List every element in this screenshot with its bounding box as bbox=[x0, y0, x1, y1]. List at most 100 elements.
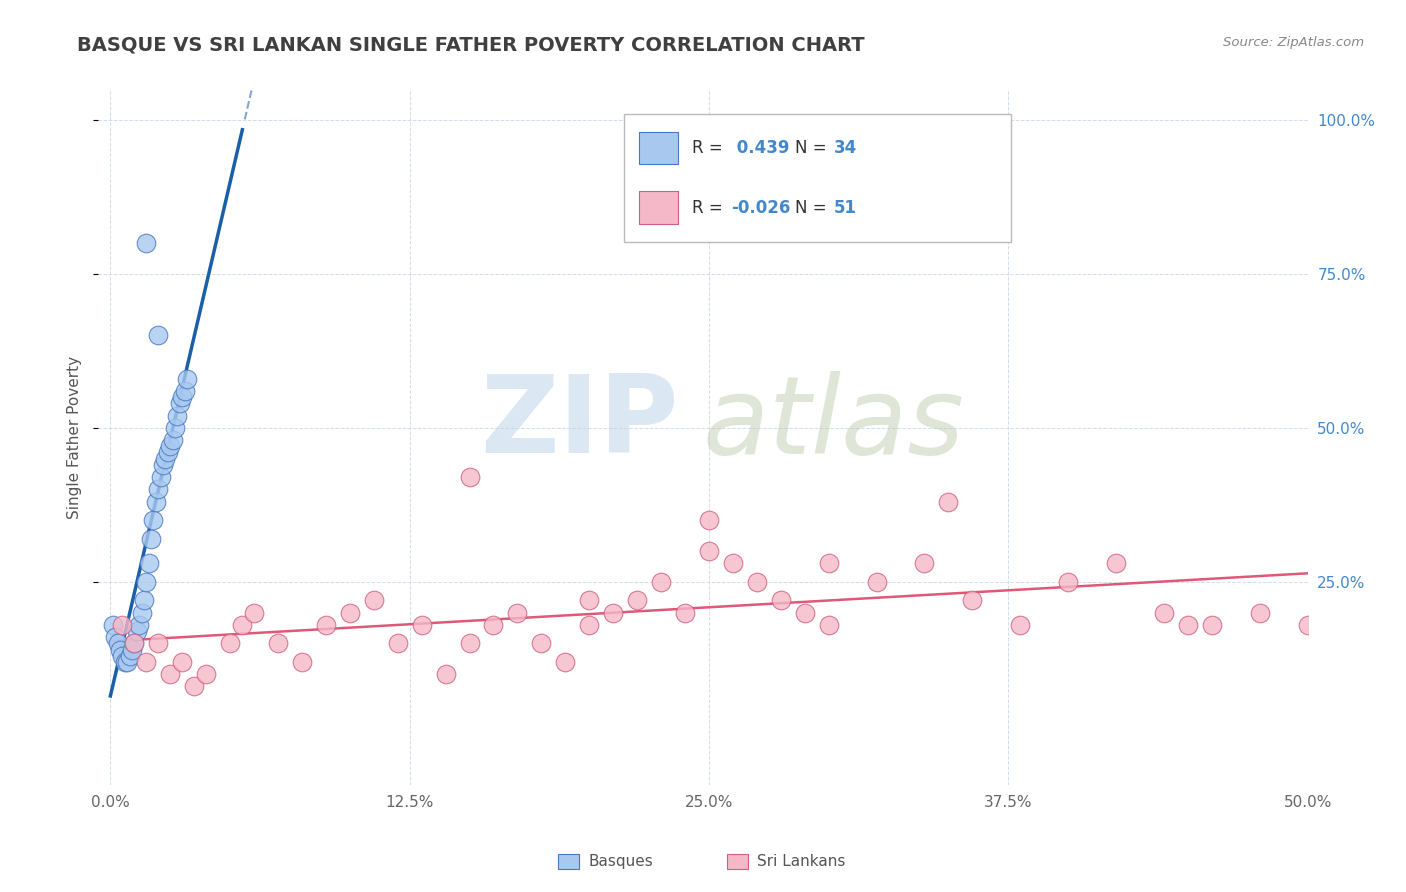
Point bbox=[1177, 618, 1199, 632]
Point bbox=[1057, 574, 1080, 589]
Point bbox=[118, 648, 141, 663]
Point bbox=[315, 618, 337, 632]
Point bbox=[172, 390, 194, 404]
Text: 0.439: 0.439 bbox=[731, 139, 789, 157]
Point bbox=[135, 574, 157, 589]
Text: ZIP: ZIP bbox=[481, 370, 679, 476]
Point bbox=[111, 618, 134, 632]
Point bbox=[817, 557, 839, 571]
Point bbox=[626, 593, 648, 607]
Point bbox=[914, 557, 936, 571]
Point bbox=[159, 439, 181, 453]
FancyBboxPatch shape bbox=[624, 113, 1011, 243]
Point bbox=[169, 396, 191, 410]
Point bbox=[135, 655, 157, 669]
Text: N =: N = bbox=[794, 199, 832, 217]
Point bbox=[602, 606, 624, 620]
Point bbox=[142, 513, 165, 527]
Point bbox=[506, 606, 529, 620]
Point bbox=[148, 483, 170, 497]
Point bbox=[1010, 618, 1032, 632]
Point bbox=[673, 606, 696, 620]
Point bbox=[697, 513, 720, 527]
Point bbox=[938, 494, 960, 508]
Text: Source: ZipAtlas.com: Source: ZipAtlas.com bbox=[1223, 36, 1364, 49]
Point bbox=[139, 532, 162, 546]
Point bbox=[111, 648, 134, 663]
FancyBboxPatch shape bbox=[638, 132, 678, 164]
Point bbox=[104, 630, 127, 644]
Point bbox=[1296, 618, 1319, 632]
Point bbox=[554, 655, 576, 669]
Point bbox=[138, 557, 160, 571]
Point bbox=[128, 618, 150, 632]
Point bbox=[162, 433, 184, 447]
Y-axis label: Single Father Poverty: Single Father Poverty bbox=[67, 356, 83, 518]
Point bbox=[159, 667, 181, 681]
Point bbox=[124, 636, 146, 650]
Point bbox=[219, 636, 242, 650]
Point bbox=[101, 618, 124, 632]
Text: Sri Lankans: Sri Lankans bbox=[758, 854, 846, 869]
Point bbox=[1249, 606, 1271, 620]
Point bbox=[131, 606, 153, 620]
Point bbox=[173, 384, 195, 398]
Point bbox=[578, 618, 600, 632]
Point bbox=[149, 470, 172, 484]
Text: atlas: atlas bbox=[703, 371, 965, 475]
FancyBboxPatch shape bbox=[727, 854, 748, 869]
Point bbox=[721, 557, 744, 571]
Point bbox=[650, 574, 672, 589]
Point bbox=[107, 636, 129, 650]
Point bbox=[163, 421, 186, 435]
Point bbox=[817, 618, 839, 632]
Point bbox=[148, 328, 170, 343]
Point bbox=[793, 606, 815, 620]
Point bbox=[231, 618, 253, 632]
Point bbox=[1105, 557, 1128, 571]
Point bbox=[125, 624, 148, 638]
Point bbox=[387, 636, 409, 650]
Text: Basques: Basques bbox=[588, 854, 652, 869]
Point bbox=[166, 409, 188, 423]
Point bbox=[115, 655, 138, 669]
Point bbox=[482, 618, 505, 632]
Point bbox=[1153, 606, 1175, 620]
Point bbox=[458, 636, 481, 650]
Point bbox=[243, 606, 266, 620]
Point bbox=[411, 618, 433, 632]
Point bbox=[291, 655, 314, 669]
Point bbox=[195, 667, 218, 681]
Point bbox=[176, 371, 198, 385]
Point bbox=[769, 593, 792, 607]
Point bbox=[132, 593, 155, 607]
Point bbox=[172, 655, 194, 669]
Point bbox=[962, 593, 984, 607]
Text: 51: 51 bbox=[834, 199, 856, 217]
Point bbox=[155, 451, 177, 466]
Point bbox=[148, 636, 170, 650]
Point bbox=[865, 574, 887, 589]
Text: -0.026: -0.026 bbox=[731, 199, 790, 217]
Point bbox=[1201, 618, 1223, 632]
Point bbox=[156, 445, 179, 459]
Point bbox=[121, 642, 143, 657]
Point bbox=[745, 574, 768, 589]
Point bbox=[183, 680, 205, 694]
Point bbox=[152, 458, 174, 472]
Point bbox=[458, 470, 481, 484]
Text: N =: N = bbox=[794, 139, 832, 157]
Text: R =: R = bbox=[692, 139, 728, 157]
Point bbox=[114, 655, 136, 669]
Point bbox=[363, 593, 385, 607]
Point bbox=[108, 642, 131, 657]
Text: 34: 34 bbox=[834, 139, 856, 157]
Point bbox=[145, 494, 167, 508]
FancyBboxPatch shape bbox=[638, 192, 678, 224]
FancyBboxPatch shape bbox=[558, 854, 579, 869]
Point bbox=[434, 667, 457, 681]
Text: BASQUE VS SRI LANKAN SINGLE FATHER POVERTY CORRELATION CHART: BASQUE VS SRI LANKAN SINGLE FATHER POVER… bbox=[77, 36, 865, 54]
Point bbox=[135, 236, 157, 251]
Point bbox=[578, 593, 600, 607]
Point bbox=[530, 636, 553, 650]
